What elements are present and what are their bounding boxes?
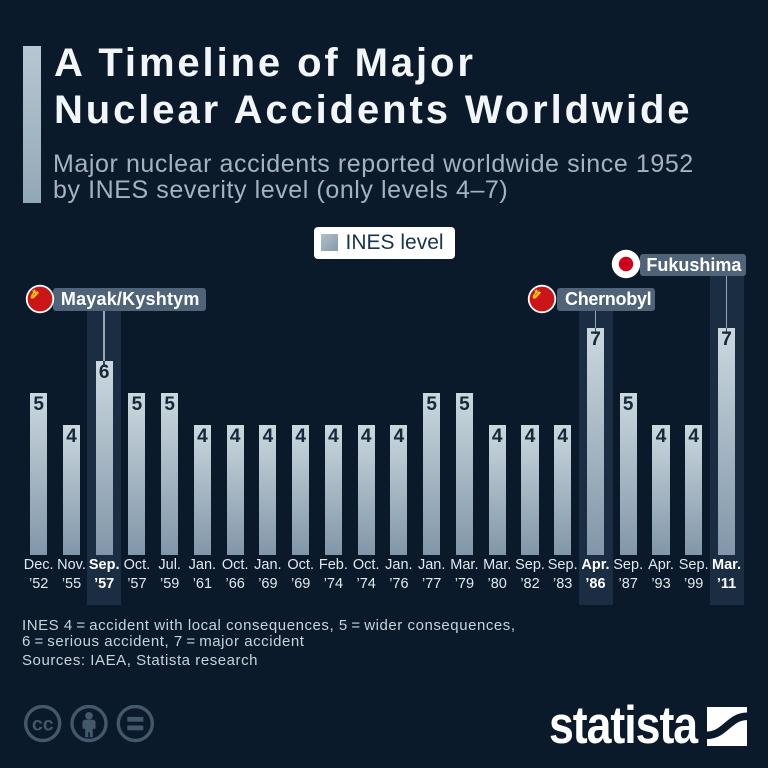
svg-text:cc: cc: [32, 713, 54, 735]
